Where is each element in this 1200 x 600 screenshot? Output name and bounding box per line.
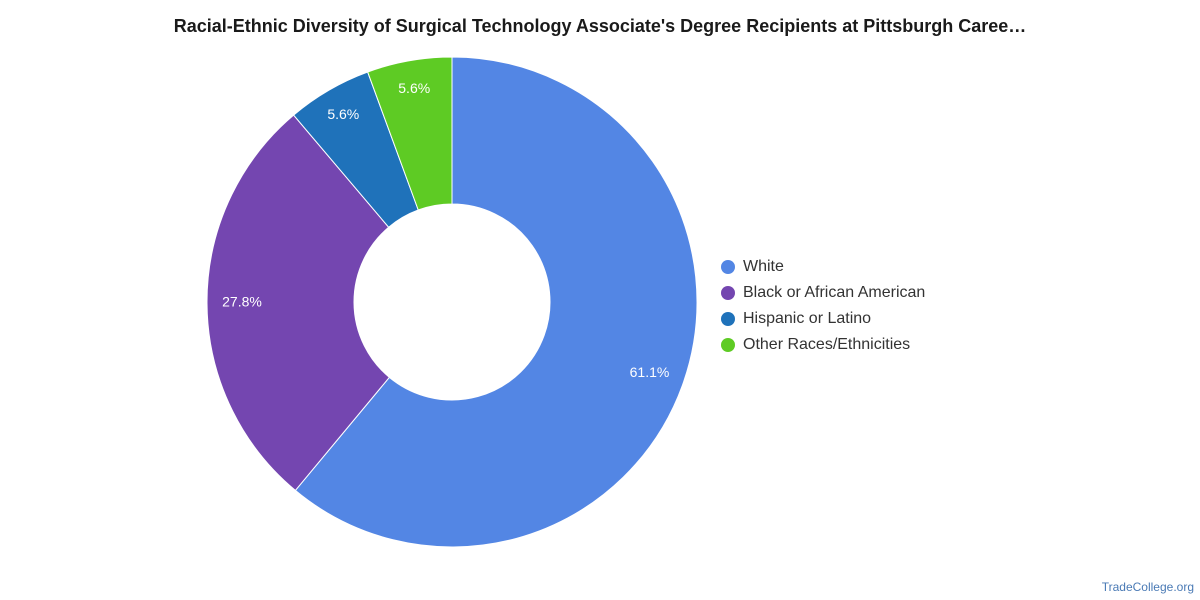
legend-item-other-races-ethnicities[interactable]: Other Races/Ethnicities	[721, 332, 925, 358]
legend-item-hispanic-or-latino[interactable]: Hispanic or Latino	[721, 306, 925, 332]
slice-label-hispanic-or-latino: 5.6%	[327, 106, 359, 122]
legend-item-white[interactable]: White	[721, 254, 925, 280]
watermark-link[interactable]: TradeCollege.org	[1101, 580, 1194, 594]
slice-white[interactable]	[294, 56, 698, 548]
legend-swatch-hispanic-or-latino	[721, 312, 735, 326]
legend-swatch-other-races-ethnicities	[721, 338, 735, 352]
legend-label-white: White	[743, 258, 784, 275]
donut-slices	[206, 56, 698, 548]
legend-label-black-or-african-american: Black or African American	[743, 284, 926, 301]
slice-label-black-or-african-american: 27.8%	[222, 294, 262, 310]
slice-other-races-ethnicities[interactable]	[367, 56, 453, 211]
legend-label-hispanic-or-latino: Hispanic or Latino	[743, 310, 872, 327]
chart-title: Racial-Ethnic Diversity of Surgical Tech…	[173, 16, 1027, 36]
legend-swatch-white	[721, 260, 735, 274]
slice-label-white: 61.1%	[630, 364, 670, 380]
slice-labels: 61.1% 27.8% 5.6% 5.6%	[222, 80, 669, 380]
slice-black-or-african-american[interactable]	[206, 114, 391, 492]
legend-swatch-black-or-african-american	[721, 286, 735, 300]
slice-label-other-races-ethnicities: 5.6%	[398, 80, 430, 96]
legend-item-black-or-african-american[interactable]: Black or African American	[721, 280, 925, 306]
legend-label-other-races-ethnicities: Other Races/Ethnicities	[743, 336, 911, 353]
chart-legend: White Black or African American Hispanic…	[721, 254, 925, 358]
